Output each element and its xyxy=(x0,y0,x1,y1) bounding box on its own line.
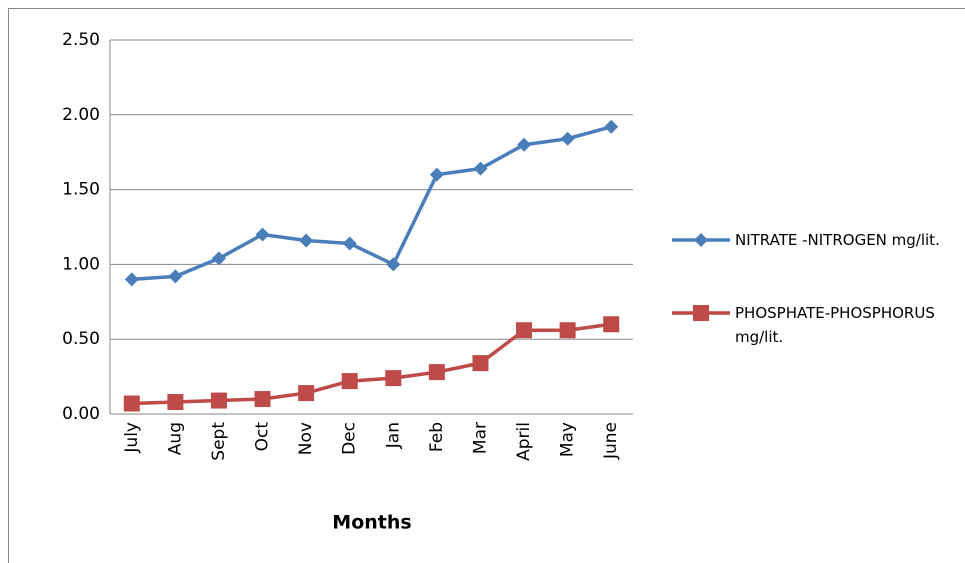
y-tick-label: 2.50 xyxy=(62,30,100,50)
marker xyxy=(299,233,314,248)
x-tick-label: April xyxy=(514,422,534,461)
marker xyxy=(472,355,489,372)
marker xyxy=(254,391,271,408)
marker xyxy=(211,251,226,266)
marker xyxy=(167,394,184,411)
y-tick-label: 0.50 xyxy=(62,329,100,349)
marker xyxy=(429,167,444,182)
x-tick-label: Mar xyxy=(470,422,490,454)
x-axis-title: Months xyxy=(332,512,411,534)
x-tick-label: May xyxy=(558,422,578,457)
marker xyxy=(428,364,445,381)
y-tick-label: 1.00 xyxy=(62,254,100,274)
marker xyxy=(560,131,575,146)
marker xyxy=(386,257,401,272)
marker xyxy=(210,392,227,409)
x-tick-label: Aug xyxy=(165,422,185,455)
chart-frame xyxy=(8,8,965,563)
x-tick-label: Jan xyxy=(383,422,403,449)
y-tick-label: 0.00 xyxy=(62,404,100,424)
marker xyxy=(603,316,620,333)
x-tick-label: Dec xyxy=(340,422,360,455)
x-tick-label: Sept xyxy=(209,422,229,461)
marker xyxy=(124,272,139,287)
marker xyxy=(341,373,358,390)
marker xyxy=(168,269,183,284)
series-line xyxy=(131,125,612,282)
marker xyxy=(604,119,619,134)
marker xyxy=(694,233,708,247)
marker xyxy=(385,370,402,387)
x-tick-label: July xyxy=(122,422,142,454)
marker xyxy=(342,236,357,251)
x-tick-label: June xyxy=(601,422,621,460)
marker xyxy=(298,385,315,402)
legend-label: NITRATE -NITROGEN mg/lit. xyxy=(735,231,940,249)
marker xyxy=(559,322,576,339)
legend-label: PHOSPHATE-PHOSPHORUS mg/lit. xyxy=(735,304,935,346)
series-line xyxy=(131,322,612,406)
y-tick-label: 1.50 xyxy=(62,180,100,200)
marker xyxy=(123,395,140,412)
x-tick-label: Nov xyxy=(296,422,316,455)
x-tick-label: Feb xyxy=(427,422,447,452)
marker xyxy=(517,137,532,152)
marker xyxy=(516,322,533,339)
marker xyxy=(473,161,488,176)
x-tick-label: Oct xyxy=(253,422,273,452)
marker xyxy=(693,305,709,321)
marker xyxy=(255,227,270,242)
y-tick-label: 2.00 xyxy=(62,105,100,125)
